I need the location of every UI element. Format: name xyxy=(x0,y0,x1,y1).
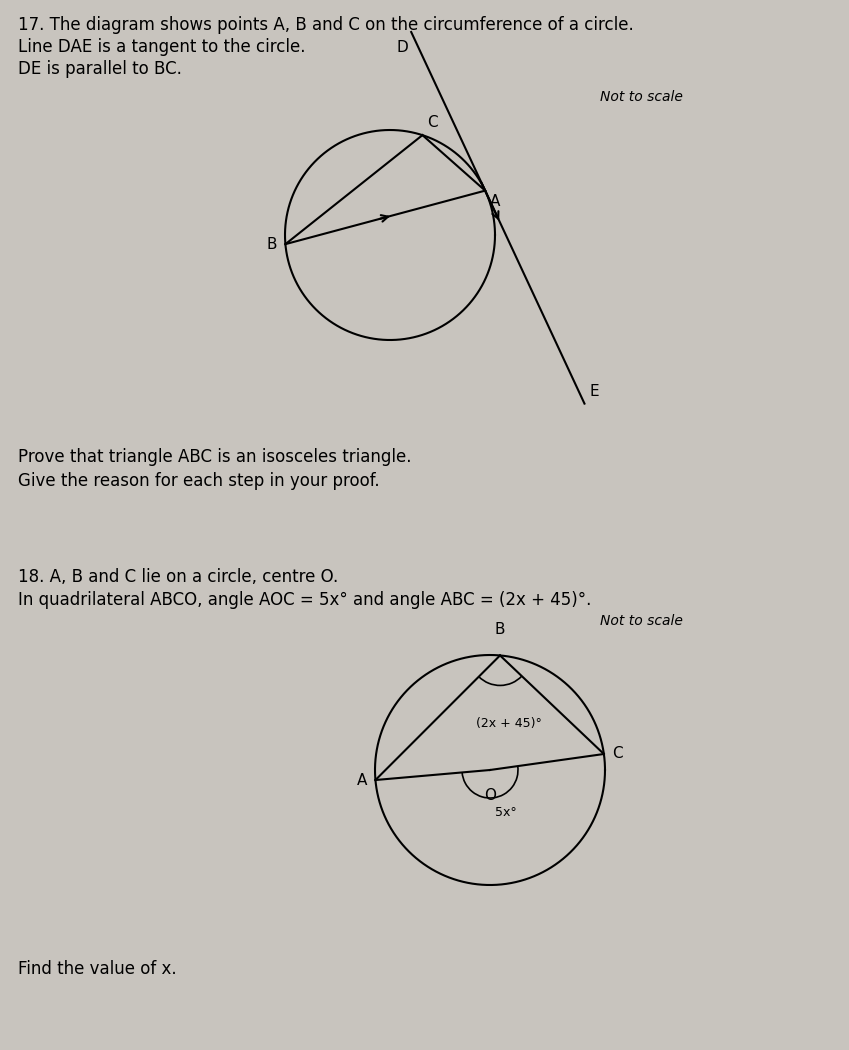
Text: B: B xyxy=(267,236,278,252)
Text: 5x°: 5x° xyxy=(495,806,517,819)
Text: O: O xyxy=(484,788,496,803)
Text: C: C xyxy=(612,747,622,761)
Text: Find the value of x.: Find the value of x. xyxy=(18,960,177,978)
Text: (2x + 45)°: (2x + 45)° xyxy=(476,717,542,730)
Text: C: C xyxy=(427,116,438,130)
Text: In quadrilateral ABCO, angle AOC = 5x° and angle ABC = (2x + 45)°.: In quadrilateral ABCO, angle AOC = 5x° a… xyxy=(18,591,592,609)
Text: D: D xyxy=(396,40,408,55)
Text: A: A xyxy=(490,193,501,209)
Text: Not to scale: Not to scale xyxy=(600,614,683,628)
Text: E: E xyxy=(589,383,599,399)
Text: 18. A, B and C lie on a circle, centre O.: 18. A, B and C lie on a circle, centre O… xyxy=(18,568,338,586)
Text: A: A xyxy=(357,773,368,788)
Text: Prove that triangle ABC is an isosceles triangle.: Prove that triangle ABC is an isosceles … xyxy=(18,448,412,466)
Text: Line DAE is a tangent to the circle.: Line DAE is a tangent to the circle. xyxy=(18,38,306,56)
Text: 17. The diagram shows points A, B and C on the circumference of a circle.: 17. The diagram shows points A, B and C … xyxy=(18,16,633,34)
Text: B: B xyxy=(495,623,505,637)
Text: Give the reason for each step in your proof.: Give the reason for each step in your pr… xyxy=(18,472,380,490)
Text: Not to scale: Not to scale xyxy=(600,90,683,104)
Text: DE is parallel to BC.: DE is parallel to BC. xyxy=(18,60,182,78)
